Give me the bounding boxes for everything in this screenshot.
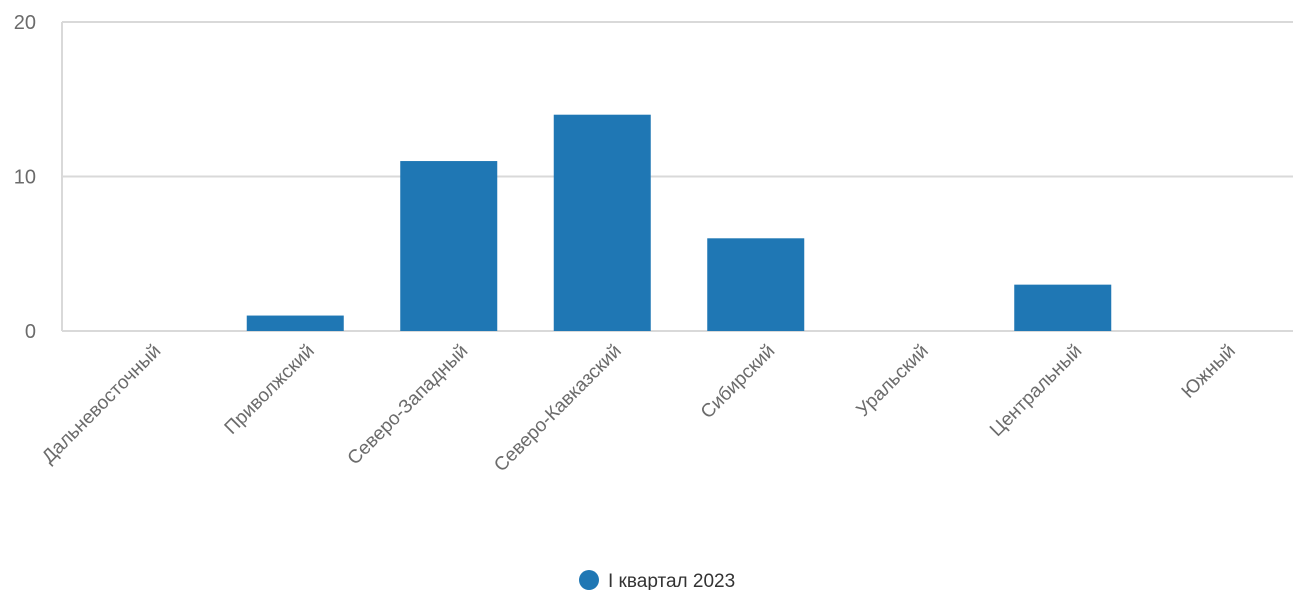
y-tick-label: 10 [14,167,36,189]
x-tick-label: Южный [1178,341,1240,403]
y-tick-label: 0 [25,321,36,343]
legend-marker [579,570,599,590]
legend-label: I квартал 2023 [608,571,735,590]
x-tick-label: Северо-Западный [344,341,473,470]
x-tick-label: Уральский [853,341,933,421]
bar-4[interactable] [707,238,805,331]
y-tick-labels: 0 10 20 [14,12,36,343]
bar-3[interactable] [553,114,651,331]
x-tick-label: Центральный [986,341,1086,441]
x-tick-label: Приволжский [221,341,319,439]
bar-2[interactable] [400,161,498,331]
bars [246,114,1112,331]
y-tick-label: 20 [14,12,36,34]
x-tick-label: Дальневосточный [38,341,165,468]
legend[interactable]: I квартал 2023 [579,570,735,590]
x-tick-label: Сибирский [697,341,779,423]
x-tick-labels: Дальневосточный Приволжский Северо-Западны… [38,341,1240,476]
bar-6[interactable] [1014,284,1112,331]
bar-1[interactable] [246,315,344,331]
x-tick-label: Северо-Кавказский [490,341,625,476]
